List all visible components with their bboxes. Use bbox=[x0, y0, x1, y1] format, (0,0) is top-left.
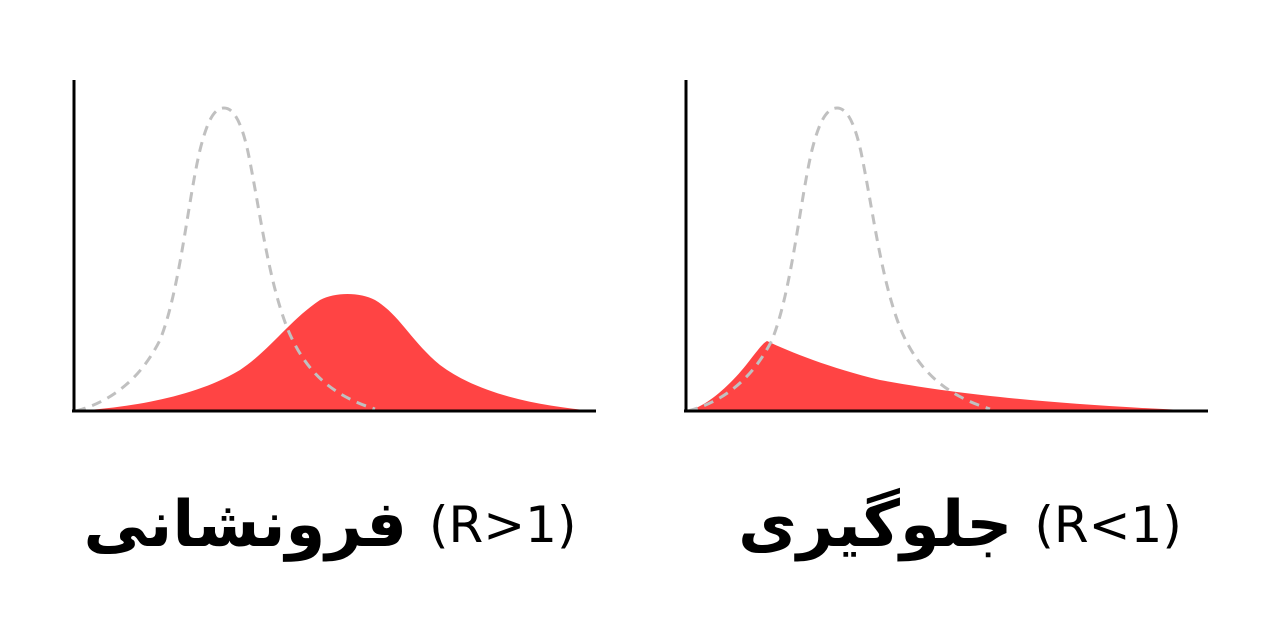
left-filled-curve bbox=[74, 294, 595, 411]
right-caption: جلوگیری (R<1) bbox=[680, 470, 1240, 580]
left-caption: فرونشانی (R>1) bbox=[40, 470, 620, 580]
right-panel bbox=[684, 80, 1208, 413]
left-label: فرونشانی bbox=[83, 488, 407, 562]
left-ratio: (R>1) bbox=[429, 496, 577, 554]
right-reference-curve bbox=[687, 106, 991, 413]
right-label: جلوگیری bbox=[738, 488, 1013, 562]
left-panel bbox=[72, 80, 596, 413]
right-filled-curve bbox=[688, 341, 1205, 411]
right-ratio: (R<1) bbox=[1034, 496, 1182, 554]
left-reference-curve bbox=[75, 106, 376, 413]
